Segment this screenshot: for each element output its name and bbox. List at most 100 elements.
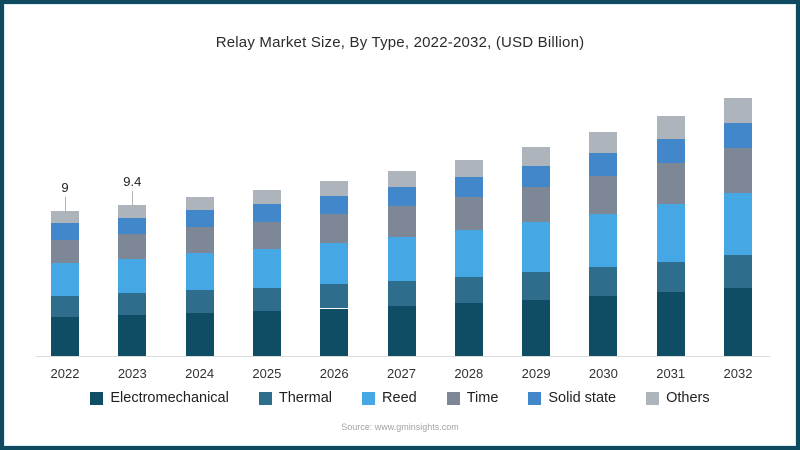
x-axis-label-2029: 2029 <box>521 366 551 381</box>
bar-2025-electromechanical <box>252 310 281 356</box>
bar-2026-others <box>320 180 349 196</box>
bar-2032-thermal <box>724 255 752 289</box>
legend-label-solid-state: Solid state <box>548 390 617 406</box>
bar-2024-thermal <box>185 289 214 313</box>
x-axis-label-2022: 2022 <box>50 366 80 381</box>
bar-2029-electromechanical <box>522 299 551 356</box>
bar-2024-electromechanical <box>185 312 214 356</box>
bar-2030-electromechanical <box>589 296 618 356</box>
bar-2028-others <box>454 159 483 178</box>
bar-2022-solid-state <box>51 223 79 241</box>
bar-2030-others <box>589 132 618 154</box>
legend-swatch-solid-state <box>528 391 542 405</box>
legend-label-reed: Reed <box>382 390 417 406</box>
bar-2022-others <box>51 211 79 224</box>
bar-2026-thermal <box>320 284 349 309</box>
legend-item-time: Time <box>446 390 499 406</box>
legend: Electromechanical Thermal Reed Time Solid st… <box>0 390 800 406</box>
bar-2023-thermal <box>118 293 147 315</box>
bar-2027-electromechanical <box>387 306 416 356</box>
bar-2029-solid-state <box>522 166 551 187</box>
bar-2032-solid-state <box>724 122 752 149</box>
bar-2022-electromechanical <box>51 316 79 356</box>
bar-2022-reed <box>51 262 79 296</box>
bar-2031-solid-state <box>656 138 685 163</box>
bar-2026-solid-state <box>320 195 349 215</box>
bar-2028-electromechanical <box>454 302 483 356</box>
bar-2025-others <box>252 190 281 204</box>
bar-2029-reed <box>522 222 551 273</box>
legend-item-others: Others <box>646 390 710 406</box>
bar-2028-reed <box>454 230 483 278</box>
bar-value-label-2022: 9 <box>61 180 69 196</box>
bar-2023-solid-state <box>118 217 147 235</box>
legend-label-electromechanical: Electromechanical <box>110 390 229 406</box>
bar-2023-reed <box>118 258 147 294</box>
bar-2028-thermal <box>454 277 483 303</box>
bar-2024-reed <box>185 252 214 290</box>
source-text: Source: www.gminsights.com <box>341 422 459 432</box>
bar-2024-solid-state <box>185 210 214 228</box>
bar-label-leader-2023 <box>132 190 134 205</box>
bar-2027-solid-state <box>387 186 416 207</box>
legend-swatch-reed <box>362 391 376 405</box>
bar-label-leader-2022 <box>65 197 66 212</box>
x-axis-label-2028: 2028 <box>454 366 484 381</box>
legend-label-others: Others <box>666 390 710 406</box>
bar-2031-electromechanical <box>656 292 685 356</box>
x-axis-label-2031: 2031 <box>656 366 686 381</box>
bar-2025-reed <box>252 248 281 288</box>
bar-2030-thermal <box>589 267 618 297</box>
x-axis-label-2027: 2027 <box>387 366 416 381</box>
legend-label-thermal: Thermal <box>278 390 333 406</box>
bar-2032-electromechanical <box>724 288 752 356</box>
legend-swatch-thermal <box>258 391 272 405</box>
bar-2029-thermal <box>522 272 551 300</box>
bar-2024-others <box>185 196 214 211</box>
x-axis-label-2032: 2032 <box>723 366 753 381</box>
bar-2030-solid-state <box>589 153 618 176</box>
bar-2030-reed <box>589 213 618 268</box>
x-axis-label-2030: 2030 <box>588 366 618 381</box>
x-axis-line <box>36 356 770 357</box>
bar-2031-reed <box>656 203 685 262</box>
bar-value-label-2023: 9.4 <box>123 173 142 189</box>
bar-2030-time <box>589 175 618 214</box>
bar-2023-others <box>118 204 147 218</box>
bar-2032-others <box>724 98 752 123</box>
bar-2032-time <box>724 148 752 193</box>
legend-label-time: Time <box>466 390 499 406</box>
bar-2027-thermal <box>387 281 416 307</box>
bar-2029-time <box>522 186 551 223</box>
x-axis-label-2025: 2025 <box>252 366 282 381</box>
bar-2031-thermal <box>656 261 685 293</box>
bar-2028-time <box>454 197 483 231</box>
bar-2031-others <box>656 116 685 139</box>
bar-2025-thermal <box>252 287 281 311</box>
bar-2025-solid-state <box>252 203 281 222</box>
x-axis-label-2026: 2026 <box>319 366 349 381</box>
bar-2022-thermal <box>51 295 79 317</box>
legend-item-reed: Reed <box>362 390 417 406</box>
bar-2024-time <box>185 227 214 253</box>
legend-item-electromechanical: Electromechanical <box>90 390 229 406</box>
bar-2023-time <box>118 234 147 259</box>
bar-2027-time <box>387 206 416 237</box>
bar-2026-reed <box>320 243 349 285</box>
x-axis-label-2024: 2024 <box>185 366 215 381</box>
legend-swatch-time <box>446 391 460 405</box>
legend-swatch-electromechanical <box>90 391 104 405</box>
bar-2025-time <box>252 221 281 249</box>
bar-2026-time <box>320 214 349 244</box>
bar-2027-others <box>387 170 416 187</box>
bar-2027-reed <box>387 236 416 282</box>
legend-item-thermal: Thermal <box>258 390 333 406</box>
bar-2023-electromechanical <box>118 314 147 356</box>
bar-2028-solid-state <box>454 177 483 198</box>
bar-2029-others <box>522 146 551 166</box>
legend-swatch-others <box>646 391 660 405</box>
bar-2022-time <box>51 240 79 263</box>
x-axis-label-2023: 2023 <box>117 366 147 381</box>
bar-2032-reed <box>724 192 752 256</box>
